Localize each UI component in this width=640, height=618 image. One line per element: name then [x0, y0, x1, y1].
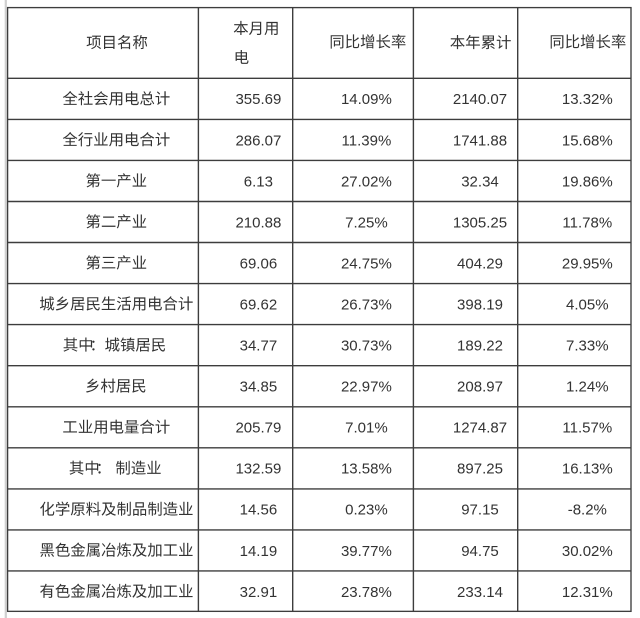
svg-text:233.14: 233.14 [457, 584, 503, 601]
svg-text:30.73%: 30.73% [341, 338, 392, 355]
svg-text:7.01%: 7.01% [345, 420, 388, 437]
svg-text:1274.87: 1274.87 [453, 420, 507, 437]
svg-text:34.85: 34.85 [240, 379, 278, 396]
svg-text:286.07: 286.07 [235, 132, 281, 149]
svg-text:24.75%: 24.75% [341, 255, 392, 272]
svg-text:11.78%: 11.78% [562, 214, 612, 231]
svg-text:6.13: 6.13 [244, 173, 273, 190]
svg-text:39.77%: 39.77% [341, 543, 392, 560]
svg-text:29.95%: 29.95% [562, 255, 613, 272]
svg-text:355.69: 355.69 [235, 91, 281, 108]
svg-text:398.19: 398.19 [457, 297, 503, 314]
svg-text:0.23%: 0.23% [345, 502, 388, 519]
svg-text:13.58%: 13.58% [341, 461, 392, 478]
svg-text:32.34: 32.34 [461, 173, 499, 190]
svg-text:14.09%: 14.09% [341, 91, 392, 108]
svg-text:7.25%: 7.25% [345, 214, 388, 231]
svg-text:23.78%: 23.78% [341, 584, 392, 601]
svg-text:208.97: 208.97 [457, 379, 503, 396]
svg-text:1.24%: 1.24% [566, 379, 609, 396]
svg-text:69.62: 69.62 [240, 297, 278, 314]
svg-text:14.56: 14.56 [240, 502, 278, 519]
svg-text:1305.25: 1305.25 [453, 214, 507, 231]
svg-text:94.75: 94.75 [461, 543, 499, 560]
svg-text:27.02%: 27.02% [341, 173, 392, 190]
svg-text:14.19: 14.19 [240, 543, 278, 560]
svg-text:19.86%: 19.86% [562, 173, 613, 190]
svg-text:26.73%: 26.73% [341, 297, 392, 314]
svg-text:97.15: 97.15 [461, 502, 499, 519]
svg-text:132.59: 132.59 [235, 461, 281, 478]
svg-text:15.68%: 15.68% [562, 132, 613, 149]
svg-text:189.22: 189.22 [457, 338, 503, 355]
svg-text:-8.2%: -8.2% [568, 502, 607, 519]
svg-text:34.77: 34.77 [240, 338, 278, 355]
svg-text:69.06: 69.06 [240, 255, 278, 272]
svg-text:11.39%: 11.39% [342, 132, 392, 149]
svg-text:210.88: 210.88 [235, 214, 281, 231]
svg-text:404.29: 404.29 [457, 255, 503, 272]
svg-text:11.57%: 11.57% [562, 420, 612, 437]
svg-text:32.91: 32.91 [240, 584, 278, 601]
svg-text:2140.07: 2140.07 [453, 91, 507, 108]
svg-text:12.31%: 12.31% [562, 584, 613, 601]
svg-text:897.25: 897.25 [457, 461, 503, 478]
svg-text:7.33%: 7.33% [566, 338, 609, 355]
svg-text:13.32%: 13.32% [562, 91, 613, 108]
svg-text:205.79: 205.79 [235, 420, 281, 437]
svg-text:22.97%: 22.97% [341, 379, 392, 396]
svg-text:30.02%: 30.02% [562, 543, 613, 560]
svg-text:1741.88: 1741.88 [453, 132, 507, 149]
svg-text:16.13%: 16.13% [562, 461, 613, 478]
svg-text:4.05%: 4.05% [566, 297, 609, 314]
